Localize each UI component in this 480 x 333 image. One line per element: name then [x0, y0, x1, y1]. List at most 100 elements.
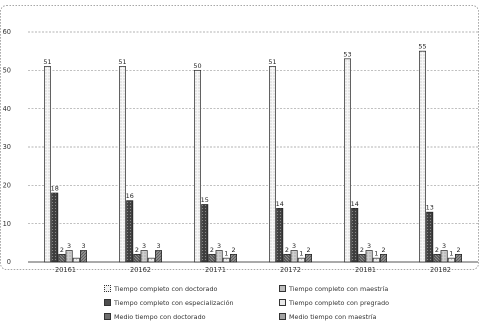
data-label: 51: [43, 58, 51, 66]
bar: [118, 66, 126, 263]
data-label: 2: [435, 246, 439, 254]
bar: [283, 253, 291, 263]
plot-frame: [0, 5, 479, 270]
bar: [305, 253, 313, 263]
bar: [140, 250, 148, 263]
y-tick-label: 40: [3, 105, 11, 113]
data-label: 1: [374, 250, 378, 258]
x-tick-label: 20182: [430, 266, 451, 274]
gridlines: [28, 31, 478, 225]
data-label: 2: [60, 246, 64, 254]
y-tick-label: 60: [3, 28, 11, 36]
data-label: 2: [456, 246, 460, 254]
data-label: 3: [367, 242, 371, 250]
data-label: 55: [418, 43, 426, 51]
y-tick-label: 0: [7, 258, 11, 266]
bar: [72, 257, 80, 263]
data-label: 14: [276, 200, 284, 208]
bar: [58, 253, 66, 263]
legend-item: Tiempo completo con doctorado: [104, 282, 217, 297]
bar: [51, 192, 59, 263]
data-label: 3: [142, 242, 146, 250]
data-label: 1: [449, 250, 453, 258]
legend-item: Medio tiempo con maestría: [279, 310, 376, 325]
data-label: 1: [224, 250, 228, 258]
data-label: 16: [126, 192, 134, 200]
x-tick-label: 20181: [355, 266, 376, 274]
data-label: 53: [343, 50, 351, 58]
data-label: 51: [268, 58, 276, 66]
bar: [43, 66, 51, 263]
data-label: 2: [135, 246, 139, 254]
bar: [344, 58, 352, 263]
y-tick-label: 30: [3, 143, 11, 151]
bar: [126, 200, 134, 263]
bar: [208, 253, 216, 263]
x-tick-label: 20161: [55, 266, 76, 274]
data-label: 14: [351, 200, 359, 208]
data-label: 1: [299, 250, 303, 258]
bar: [201, 204, 209, 263]
legend-item: Tiempo completo con pregrado: [279, 296, 389, 311]
legend-swatch-icon: [279, 298, 286, 306]
bar: [215, 250, 223, 263]
bar: [426, 211, 434, 263]
legend-swatch-icon: [279, 312, 286, 320]
bar: [372, 257, 380, 263]
data-label: 2: [306, 246, 310, 254]
bar: [230, 253, 238, 263]
bar: [65, 250, 73, 263]
bar: [447, 257, 455, 263]
bar: [222, 257, 230, 263]
data-label: 2: [231, 246, 235, 254]
x-tick-label: 20172: [280, 266, 301, 274]
legend-swatch-icon: [104, 312, 111, 320]
bar: [297, 257, 305, 263]
bar: [433, 253, 441, 263]
y-tick-label: 50: [3, 67, 11, 75]
bar: [269, 66, 277, 263]
bars: [43, 50, 463, 263]
data-label: 50: [193, 62, 201, 70]
data-label: 3: [292, 242, 296, 250]
bar: [365, 250, 373, 263]
legend-item: Medio tiempo con doctorado: [104, 310, 206, 325]
x-axis: 20161 20162 20171 20172 20181 20182: [55, 266, 451, 274]
data-label: 3: [217, 242, 221, 250]
data-label: 2: [285, 246, 289, 254]
data-label: 13: [426, 204, 434, 212]
data-label: 3: [67, 242, 71, 250]
bar: [455, 253, 463, 263]
y-tick-label: 10: [3, 220, 11, 228]
bar: [276, 207, 284, 263]
legend-swatch-icon: [104, 298, 111, 306]
x-tick-label: 20162: [130, 266, 151, 274]
bar: [133, 253, 141, 263]
legend-swatch-icon: [279, 284, 286, 292]
bar: [194, 69, 202, 263]
data-label: 3: [156, 242, 160, 250]
y-axis: 0 10 20 30 40 50 60: [3, 28, 478, 266]
bar: [290, 250, 298, 263]
bar: [358, 253, 366, 263]
data-label: 3: [442, 242, 446, 250]
data-label: 2: [210, 246, 214, 254]
data-label: 3: [81, 242, 85, 250]
data-label: 51: [118, 58, 126, 66]
legend-item: Tiempo completo con especialización: [104, 296, 234, 311]
legend-swatch-icon: [104, 284, 111, 292]
data-label: 2: [360, 246, 364, 254]
bar: [440, 250, 448, 263]
bar: [147, 257, 155, 263]
bar: [155, 250, 163, 263]
data-label: 2: [381, 246, 385, 254]
data-label: 18: [51, 185, 59, 193]
bar: [351, 207, 359, 263]
bar: [419, 50, 427, 263]
x-tick-label: 20171: [205, 266, 226, 274]
data-label: 15: [201, 196, 209, 204]
bar: [79, 250, 87, 263]
y-tick-label: 20: [3, 182, 11, 190]
